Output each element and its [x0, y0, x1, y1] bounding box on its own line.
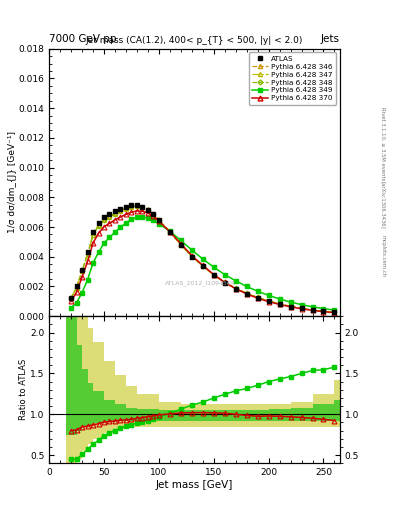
Text: 7000 GeV pp: 7000 GeV pp [49, 33, 117, 44]
Text: Jets: Jets [321, 33, 340, 44]
Y-axis label: 1/σ dσ/dm_{J} [GeV⁻¹]: 1/σ dσ/dm_{J} [GeV⁻¹] [8, 132, 17, 233]
Text: mcplots.cern.ch: mcplots.cern.ch [381, 235, 386, 277]
Text: [arXiv:1306.3436]: [arXiv:1306.3436] [381, 181, 386, 229]
Y-axis label: Ratio to ATLAS: Ratio to ATLAS [20, 359, 29, 420]
Text: ATLAS_2012_I1094564: ATLAS_2012_I1094564 [165, 280, 236, 286]
Title: Jet mass (CA(1.2), 400< p_{T} < 500, |y| < 2.0): Jet mass (CA(1.2), 400< p_{T} < 500, |y|… [86, 36, 303, 45]
Legend: ATLAS, Pythia 6.428 346, Pythia 6.428 347, Pythia 6.428 348, Pythia 6.428 349, P: ATLAS, Pythia 6.428 346, Pythia 6.428 34… [249, 52, 336, 105]
Text: Rivet 3.1.10, ≥ 3.5M events: Rivet 3.1.10, ≥ 3.5M events [381, 106, 386, 180]
X-axis label: Jet mass [GeV]: Jet mass [GeV] [156, 480, 233, 490]
